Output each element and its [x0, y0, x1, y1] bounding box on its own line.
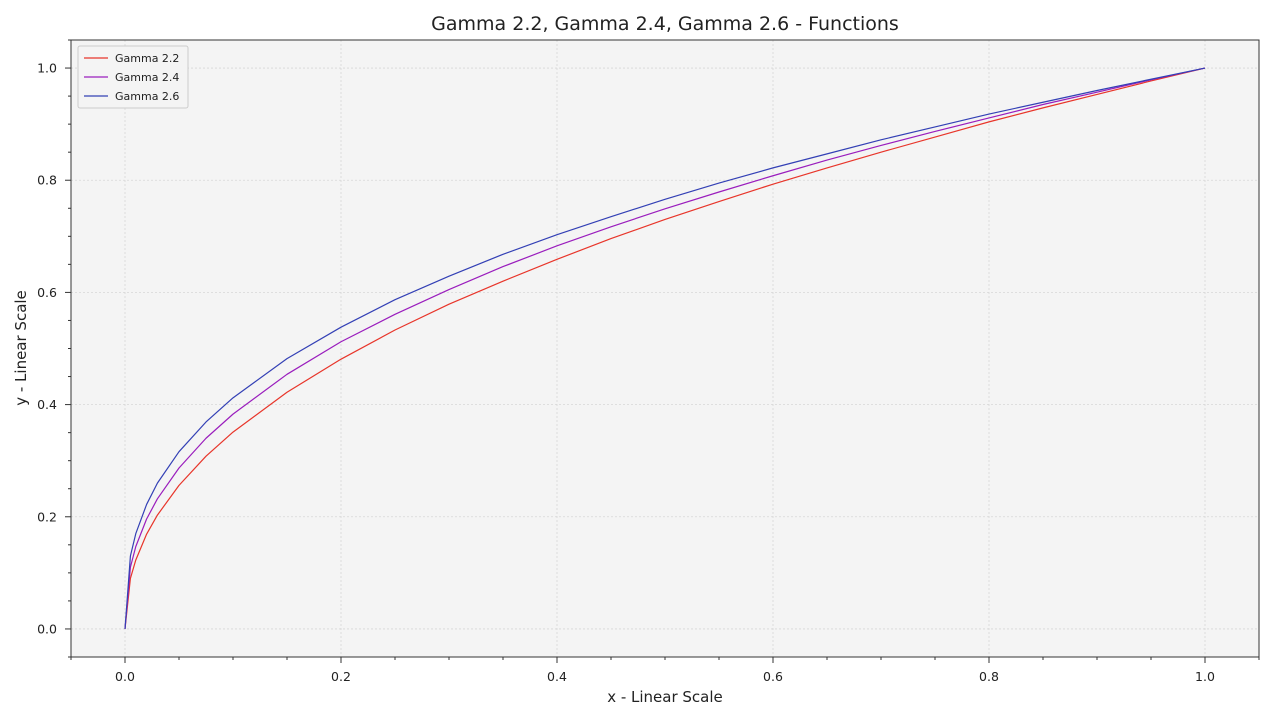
legend-box	[77, 45, 189, 109]
x-tick-label: 0.0	[115, 669, 135, 684]
x-axis-label: x - Linear Scale	[607, 688, 723, 706]
grid	[71, 40, 1259, 657]
y-tick-label: 0.2	[37, 509, 57, 524]
axis-ticks: 0.0 0.2 0.4 0.6 0.8 1.0 0.0 0.2 0.4 0.6 0.8 1.0	[37, 39, 1260, 684]
y-tick-label: 0.4	[37, 397, 57, 412]
x-tick-label: 1.0	[1195, 669, 1215, 684]
y-tick-label: 0.0	[37, 621, 57, 636]
series-layer	[124, 67, 1206, 630]
x-tick-label: 0.8	[979, 669, 999, 684]
legend-label: Gamma 2.6	[115, 90, 179, 103]
series-line-1	[124, 67, 1206, 630]
series-line-3	[124, 67, 1206, 629]
legend: Gamma 2.2 Gamma 2.4 Gamma 2.6	[77, 45, 189, 109]
legend-label: Gamma 2.2	[115, 52, 179, 65]
y-axis-label: y - Linear Scale	[12, 290, 30, 406]
y-tick-label: 0.6	[37, 285, 57, 300]
series-line-2	[124, 67, 1206, 630]
plot-area	[71, 40, 1259, 657]
legend-label: Gamma 2.4	[115, 71, 179, 84]
x-tick-label: 0.6	[763, 669, 783, 684]
y-tick-label: 0.8	[37, 173, 57, 188]
x-tick-label: 0.2	[331, 669, 351, 684]
chart-title: Gamma 2.2, Gamma 2.4, Gamma 2.6 - Functi…	[431, 13, 899, 35]
y-tick-label: 1.0	[37, 61, 57, 76]
x-tick-label: 0.4	[547, 669, 567, 684]
